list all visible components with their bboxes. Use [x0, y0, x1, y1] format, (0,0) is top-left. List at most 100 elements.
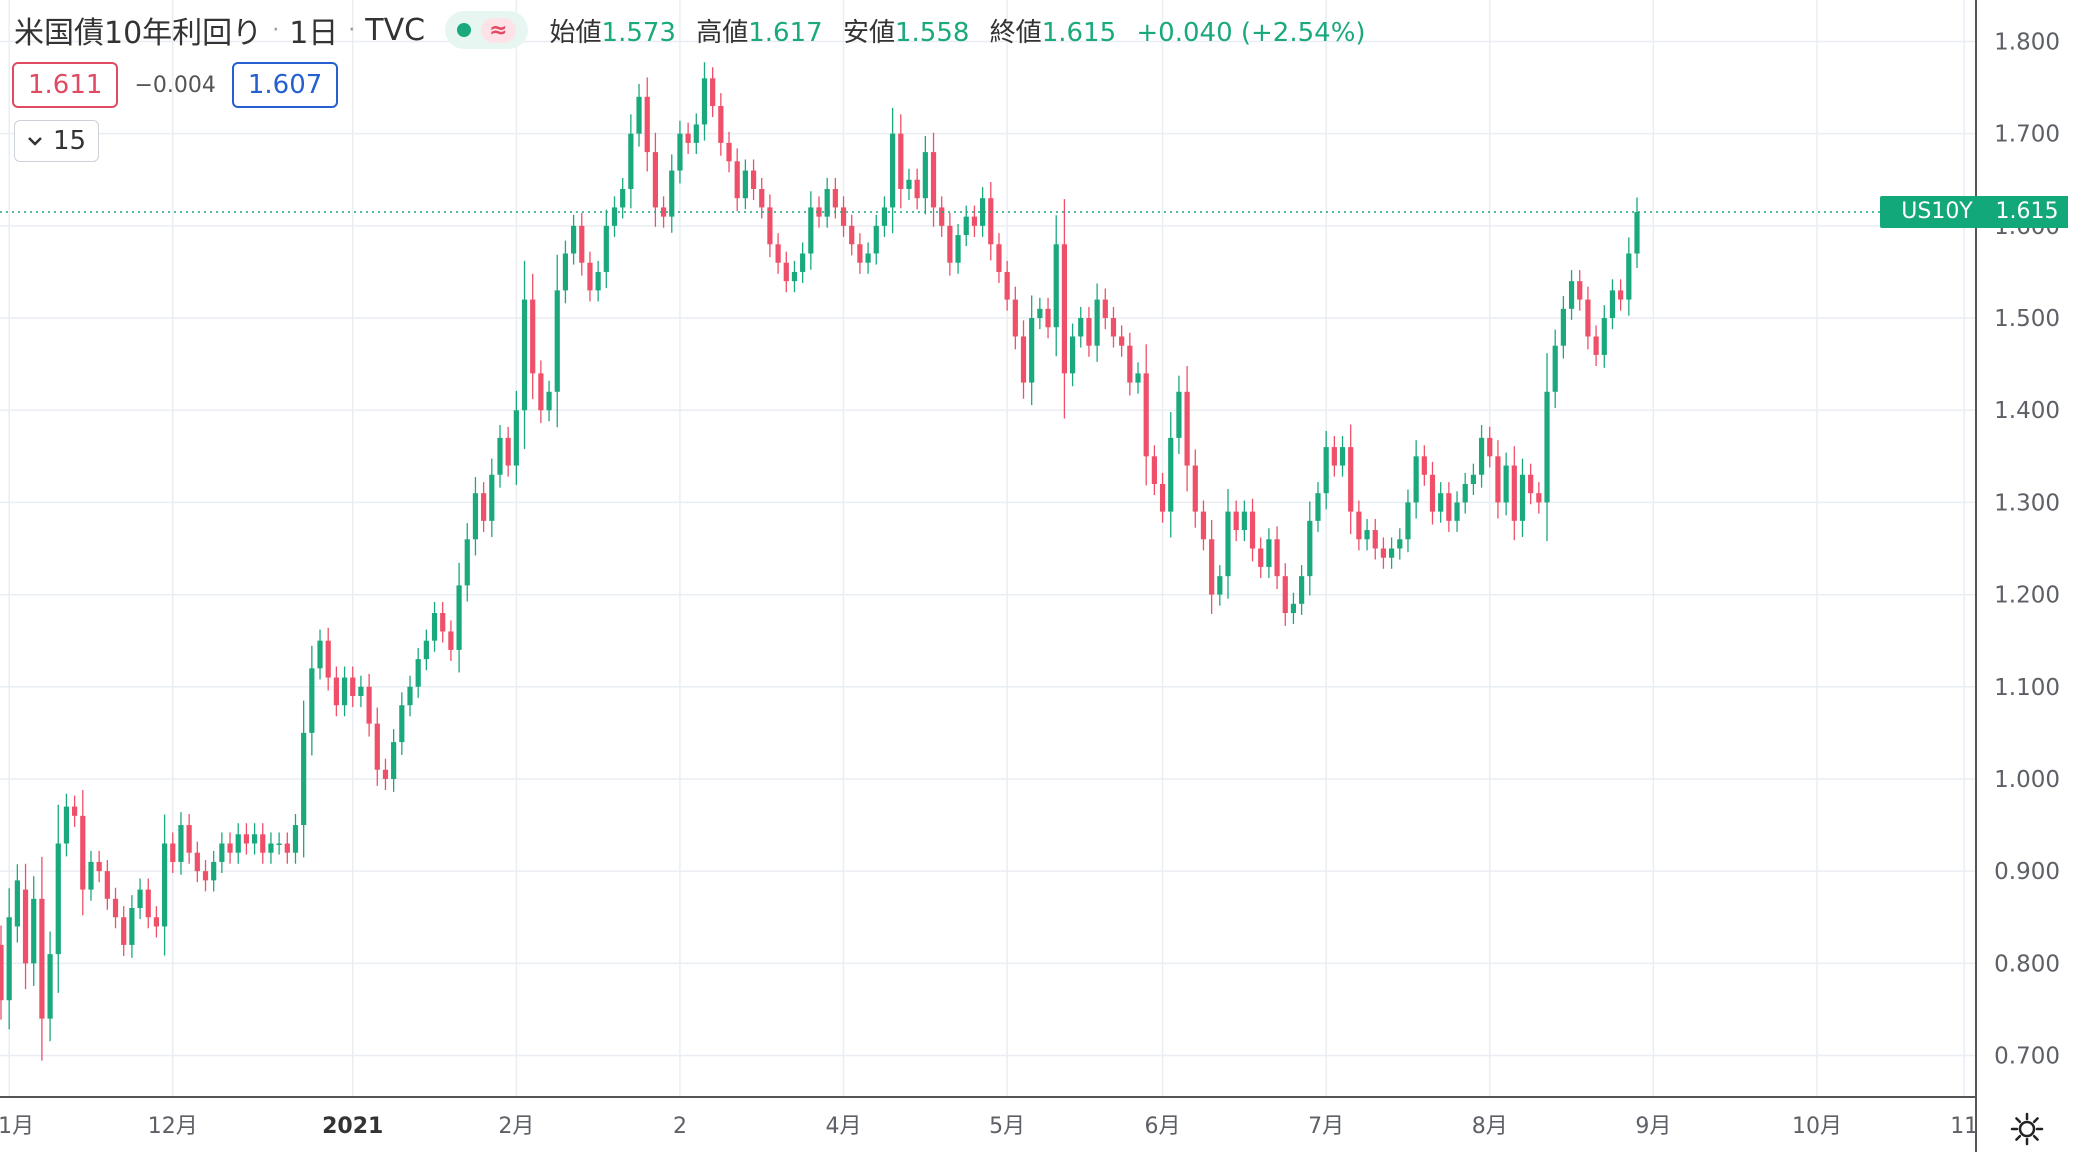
x-tick-label: 11月	[0, 1114, 34, 1139]
candle-body	[1078, 318, 1084, 337]
sell-price-box[interactable]: 1.611	[12, 62, 119, 108]
time-axis[interactable]: 11月 12月 2021 2月 2 4月 5月 6月 7月 8月 9月 10月 11	[0, 1114, 1978, 1139]
candle-body	[554, 290, 560, 392]
candle-body	[112, 898, 119, 918]
candle	[808, 191, 814, 270]
candle-body	[374, 723, 380, 770]
candle-body	[1282, 576, 1288, 614]
candle-body	[1266, 539, 1272, 567]
candle-body	[1045, 308, 1051, 328]
candle	[996, 233, 1002, 284]
candle-body	[906, 179, 912, 189]
candle-body	[538, 373, 544, 411]
candle	[129, 895, 135, 958]
candle-body	[80, 815, 86, 890]
price-axis[interactable]: 1.8001.7001.6001.5001.4001.3001.2001.100…	[1994, 29, 2060, 1069]
candle-body	[1135, 373, 1141, 383]
candle	[1626, 237, 1632, 316]
interval-selector[interactable]: 15	[14, 120, 100, 162]
y-tick-label: 1.700	[1994, 122, 2060, 148]
y-tick-label: 0.700	[1994, 1044, 2060, 1070]
buy-price-box[interactable]: 1.607	[231, 62, 339, 108]
x-tick-label: 8月	[1472, 1114, 1508, 1139]
candle	[1413, 440, 1419, 519]
candle-body	[742, 170, 748, 199]
candle	[1585, 286, 1591, 350]
candle-body	[55, 843, 61, 955]
candle	[1127, 332, 1133, 396]
candle-body	[423, 640, 429, 660]
candle-body	[759, 188, 765, 208]
candle-body	[996, 244, 1002, 272]
candle-body	[980, 198, 986, 226]
candle	[767, 194, 773, 258]
candle	[505, 426, 511, 477]
candle	[800, 242, 806, 284]
candle	[1315, 482, 1321, 532]
candle	[1634, 197, 1640, 269]
candle	[939, 196, 945, 237]
candle-body	[194, 852, 200, 872]
candle-body	[145, 889, 151, 918]
x-tick-label: 10月	[1792, 1114, 1842, 1139]
candle-body	[1438, 493, 1444, 512]
candle	[284, 832, 290, 864]
candle	[587, 251, 593, 302]
candle	[660, 196, 667, 228]
candle	[489, 458, 495, 537]
candle-body	[611, 207, 618, 226]
candle-body	[1258, 548, 1264, 567]
candle	[137, 878, 143, 920]
candle	[1609, 279, 1616, 330]
candle	[750, 159, 757, 201]
candle-body	[685, 133, 691, 143]
x-tick-label: 2	[673, 1114, 687, 1139]
candle	[1380, 537, 1387, 569]
candle	[382, 758, 389, 791]
candle	[636, 83, 642, 147]
candle-body	[898, 133, 904, 189]
market-status-pill[interactable]: ≈	[445, 11, 528, 49]
candle-body	[710, 78, 716, 107]
symbol-title[interactable]: 米国債10年利回り	[14, 16, 263, 51]
candle-body	[701, 78, 708, 125]
candle-body	[243, 834, 249, 844]
x-tick-label: 5月	[989, 1114, 1025, 1139]
candle-body	[1560, 308, 1566, 346]
y-tick-label: 1.400	[1994, 398, 2060, 424]
candle	[579, 212, 585, 276]
candle	[513, 390, 519, 485]
candle-body	[513, 410, 519, 466]
candle	[1397, 528, 1403, 560]
candle-body	[873, 225, 879, 254]
candle-body	[587, 262, 593, 291]
candle	[898, 114, 904, 209]
candle	[881, 196, 888, 237]
candle	[1282, 563, 1288, 626]
candle	[1299, 565, 1305, 615]
candle-body	[881, 207, 888, 226]
candle	[1429, 461, 1436, 525]
candle-body	[1585, 299, 1591, 337]
candle	[227, 832, 233, 864]
candle-body	[186, 825, 192, 853]
close-label: 終値	[989, 17, 1042, 48]
candle	[1233, 500, 1239, 542]
candle-body	[1446, 493, 1452, 521]
candle-body	[341, 677, 348, 706]
candle	[628, 114, 634, 209]
settings-icon[interactable]	[2010, 1112, 2044, 1146]
candle-body	[1618, 290, 1624, 300]
x-tick-label: 7月	[1308, 1114, 1344, 1139]
interval-label[interactable]: 1日	[289, 16, 339, 51]
quote-row: 1.611 −0.004 1.607	[12, 62, 339, 108]
candle-body	[1544, 391, 1550, 503]
candle	[1339, 436, 1346, 477]
x-tick-label: 11	[1950, 1114, 1978, 1139]
candle	[620, 177, 626, 219]
candle	[399, 692, 405, 755]
candle	[317, 629, 323, 680]
candle	[1552, 329, 1558, 408]
delayed-data-icon: ≈	[481, 17, 516, 43]
